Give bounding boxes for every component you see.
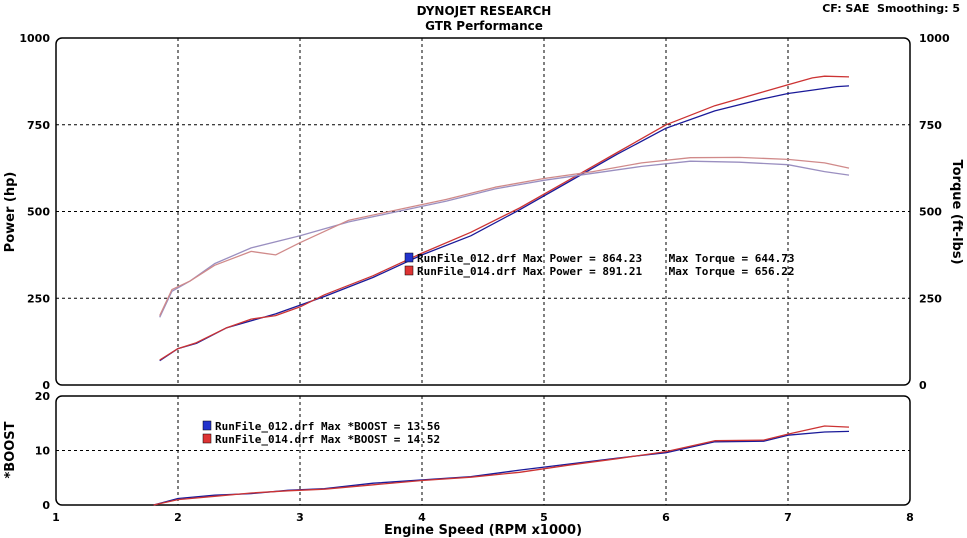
y-axis-title-power: Power (hp): [3, 172, 18, 253]
legend-swatch-boost-run014: [202, 433, 212, 444]
legend-swatch-run012: [404, 252, 414, 263]
y-tick-label-power: 250: [27, 292, 50, 305]
y-tick-label-power: 1000: [19, 32, 50, 45]
legend-boost-run014: RunFile_014.drf Max *BOOST = 14.52: [215, 433, 440, 446]
y-tick-label-power: 0: [42, 379, 50, 392]
x-tick-label: 5: [540, 511, 548, 524]
x-tick-label: 2: [174, 511, 182, 524]
legend-boost-run012: RunFile_012.drf Max *BOOST = 13.56: [215, 420, 441, 433]
main-grid: [56, 38, 910, 385]
boost-line-run014: [153, 425, 850, 506]
x-tick-label: 3: [296, 511, 304, 524]
boost-ticks: 0 10 20 1 2 3 4 5 6 7 8: [35, 390, 914, 524]
y-tick-label-torque: 0: [919, 379, 927, 392]
y-tick-label-torque: 750: [919, 119, 942, 132]
y-tick-label-boost: 20: [35, 390, 51, 403]
legend-swatch-boost-run012: [202, 420, 212, 431]
legend-main-run012: RunFile_012.drf Max Power = 864.23 Max T…: [417, 252, 795, 265]
boost-grid: [56, 396, 910, 505]
x-tick-label: 1: [52, 511, 60, 524]
y-tick-label-torque: 1000: [919, 32, 950, 45]
y-tick-label-power: 500: [27, 206, 50, 219]
chart-subtitle: GTR Performance: [425, 19, 543, 33]
power-line-run014: [159, 75, 850, 361]
main-series: [159, 75, 850, 362]
x-tick-label: 4: [418, 511, 426, 524]
y-tick-label-boost: 10: [35, 445, 51, 458]
x-tick-label: 6: [662, 511, 670, 524]
boost-series: [153, 425, 850, 506]
y-tick-label-power: 750: [27, 119, 50, 132]
cf-smoothing-label: CF: SAE Smoothing: 5: [822, 2, 960, 15]
x-tick-label: 8: [906, 511, 914, 524]
legend-main-run014: RunFile_014.drf Max Power = 891.21 Max T…: [417, 265, 795, 278]
legend-swatch-run014: [404, 265, 414, 276]
y-axis-title-boost: *BOOST: [3, 421, 18, 478]
y-tick-label-torque: 250: [919, 292, 942, 305]
y-axis-title-torque: Torque (ft-lbs): [949, 159, 964, 264]
x-tick-label: 7: [784, 511, 792, 524]
x-axis-title: Engine Speed (RPM x1000): [384, 523, 582, 538]
main-ticks: 0 250 500 750 1000 0 250 500 750 1000: [19, 32, 950, 392]
torque-line-run012: [159, 160, 850, 318]
y-tick-label-boost: 0: [42, 499, 50, 512]
chart-title: DYNOJET RESEARCH: [417, 4, 552, 18]
y-tick-label-torque: 500: [919, 206, 942, 219]
torque-line-run014: [159, 156, 850, 316]
